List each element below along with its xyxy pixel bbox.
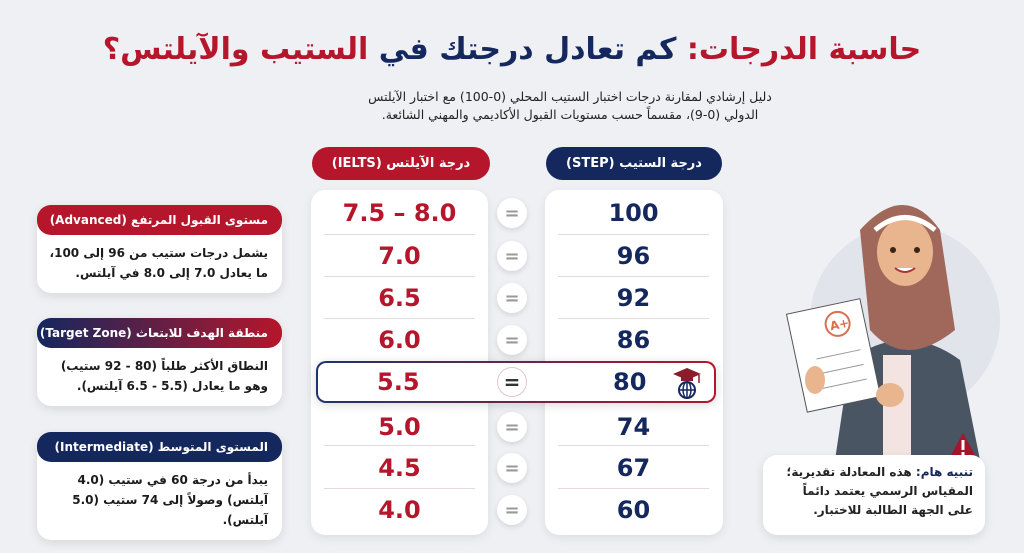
step-value-highlighted: 80	[613, 368, 647, 396]
ielts-value-highlighted: 5.5	[377, 368, 420, 396]
equals-icon: =	[497, 198, 527, 228]
notice-text: هذه المعادلة تقديرية؛ المقياس الرسمي يعت…	[786, 465, 973, 517]
card-title: منطقة الهدف للابتعاث (Target Zone)	[37, 318, 282, 348]
card-intermediate: المستوى المتوسط (Intermediate) يبدأ من د…	[37, 432, 282, 540]
subtitle: دليل إرشادي لمقارنة درجات اختبار الستيب …	[368, 89, 772, 122]
step-column	[545, 190, 723, 535]
step-value: 86	[616, 326, 651, 354]
step-value: 100	[608, 199, 659, 227]
step-value: 67	[616, 454, 651, 482]
ielts-column	[311, 190, 488, 535]
ielts-value: 4.0	[378, 496, 421, 524]
equals-icon: =	[497, 453, 527, 483]
step-value: 60	[616, 496, 651, 524]
title-part-1: حاسبة الدرجات:	[686, 32, 922, 67]
equals-icon: =	[497, 283, 527, 313]
ielts-value: 7.0	[378, 242, 421, 270]
equals-icon: =	[497, 367, 527, 397]
svg-text:A+: A+	[829, 316, 851, 334]
card-advanced: مستوى القبول المرتفع (Advanced) يشمل درج…	[37, 205, 282, 293]
ielts-value: 6.5	[378, 284, 421, 312]
ielts-value: 7.5 – 8.0	[342, 199, 457, 227]
title-part-2: كم تعادل درجتك في	[378, 32, 677, 67]
notice-label: تنبيه هام:	[915, 465, 973, 479]
card-target-zone: منطقة الهدف للابتعاث (Target Zone) النطا…	[37, 318, 282, 406]
card-body: النطاق الأكثر طلباً (80 - 92 ستيب) وهو م…	[60, 359, 268, 393]
equals-icon: =	[497, 325, 527, 355]
ielts-value: 6.0	[378, 326, 421, 354]
notice-box: تنبيه هام: هذه المعادلة تقديرية؛ المقياس…	[763, 455, 985, 535]
step-value: 92	[616, 284, 651, 312]
warning-icon	[950, 433, 976, 457]
page-title: حاسبة الدرجات: كم تعادل درجتك في الستيب …	[0, 32, 1024, 67]
ielts-value: 4.5	[378, 454, 421, 482]
step-value: 74	[616, 413, 651, 441]
title-part-3: الستيب والآيلتس؟	[102, 32, 369, 67]
card-title: مستوى القبول المرتفع (Advanced)	[37, 205, 282, 235]
ielts-column-header: درجة الآيلتس (IELTS)	[312, 147, 490, 180]
card-body: يشمل درجات ستيب من 96 إلى 100، ما يعادل …	[49, 246, 268, 280]
graduation-globe-icon	[673, 368, 701, 399]
equals-icon: =	[497, 412, 527, 442]
step-value: 96	[616, 242, 651, 270]
equals-icon: =	[497, 241, 527, 271]
step-column-header: درجة الستيب (STEP)	[546, 147, 722, 180]
card-title: المستوى المتوسط (Intermediate)	[37, 432, 282, 462]
student-illustration: A+	[785, 205, 1000, 460]
card-body: يبدأ من درجة 60 في ستيب (4.0 آيلتس) وصول…	[72, 473, 268, 527]
equals-icon: =	[497, 495, 527, 525]
ielts-value: 5.0	[378, 413, 421, 441]
